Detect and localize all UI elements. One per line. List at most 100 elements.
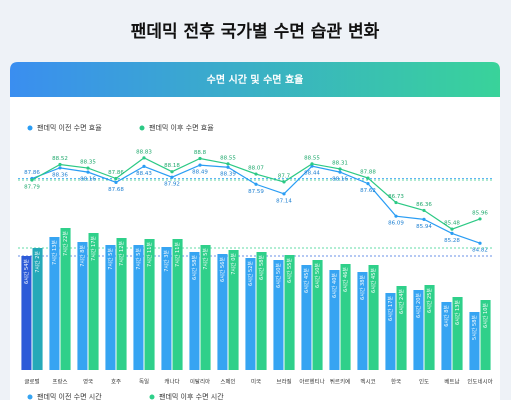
x-tick-label: 호주: [111, 379, 121, 386]
bar: [368, 265, 379, 370]
bar-label: 6시간 10분: [482, 303, 489, 328]
data-label: 88.39: [220, 172, 236, 178]
line-point: [366, 176, 370, 180]
legend-marker: [27, 125, 33, 131]
data-label: 88.83: [136, 149, 152, 155]
data-label: 88.36: [52, 172, 68, 178]
bar-label: 6시간 8분: [443, 305, 450, 327]
legend-label: 팬데믹 이전 수면 효율: [37, 123, 102, 132]
data-label: 88.49: [192, 170, 208, 176]
bar-label: 6시간 24분: [398, 289, 405, 314]
line-point: [282, 192, 286, 196]
bar-label: 7시간 5분: [107, 248, 114, 270]
data-label: 88.55: [304, 155, 320, 161]
line-point: [142, 156, 146, 160]
card-header: [10, 62, 500, 97]
bar: [312, 260, 323, 370]
bar: [21, 256, 32, 370]
data-label: 85.28: [444, 238, 460, 244]
bar: [452, 297, 463, 370]
bar: [424, 285, 435, 370]
line-point: [478, 217, 482, 221]
data-label: 88.35: [80, 160, 96, 166]
data-label: 87.62: [360, 188, 376, 194]
page-title: 팬데믹 전후 국가별 수면 습관 변화: [131, 21, 380, 42]
bar-label: 7시간 13분: [51, 240, 58, 265]
bar-label: 7시간 8분: [79, 245, 86, 267]
line-point: [450, 227, 454, 231]
line-point: [226, 162, 230, 166]
x-tick-label: 인도: [419, 379, 429, 386]
line-point: [86, 170, 90, 174]
x-tick-label: 멕시코: [360, 379, 375, 386]
bar: [245, 258, 256, 370]
x-tick-label: 글로벌: [24, 378, 39, 386]
card-title: 수면 시간 및 수면 효율: [207, 73, 304, 86]
x-tick-label: 베트남: [444, 378, 459, 386]
data-label: 88.07: [248, 166, 264, 172]
line-point: [394, 200, 398, 205]
legend-label: 팬데믹 이전 수면 시간: [37, 392, 102, 400]
data-label: 86.09: [388, 221, 404, 227]
bar: [88, 233, 99, 370]
data-label: 87.14: [276, 198, 292, 204]
x-tick-label: 독일: [139, 378, 149, 386]
line-point: [114, 180, 118, 184]
legend-marker: [139, 125, 145, 131]
bar-label: 7시간 12분: [118, 241, 125, 266]
bar: [480, 300, 491, 370]
data-label: 88.8: [194, 150, 207, 156]
line-point: [310, 162, 314, 166]
line-point: [198, 156, 202, 161]
bar: [413, 290, 424, 370]
line-point: [254, 172, 258, 176]
line-point: [114, 176, 118, 181]
data-label: 88.31: [332, 160, 348, 166]
data-label: 88.44: [304, 171, 320, 177]
bar: [357, 272, 368, 370]
bar-label: 6시간 46분: [342, 267, 349, 292]
legend-marker: [149, 394, 155, 400]
bar: [284, 255, 295, 370]
line-point: [142, 164, 146, 168]
bar-label: 7시간 3분: [163, 250, 170, 272]
bar: [60, 228, 71, 370]
x-tick-label: 튀르키예: [330, 378, 350, 386]
bar: [301, 265, 312, 370]
data-label: 88.52: [52, 156, 68, 162]
x-tick-label: 스페인: [220, 378, 235, 386]
line-point: [58, 166, 62, 170]
data-label: 87.86: [24, 170, 40, 176]
x-tick-label: 인도네시아: [467, 378, 492, 386]
bar: [469, 312, 480, 370]
line-point: [254, 182, 258, 186]
bar: [105, 245, 116, 370]
line-point: [338, 167, 342, 171]
bar-label: 6시간 50분: [314, 263, 321, 288]
bar-label: 5시간 58분: [471, 315, 478, 340]
line-point: [30, 178, 34, 182]
data-label: 86.73: [388, 194, 404, 200]
x-tick-label: 미국: [251, 378, 261, 386]
bar: [396, 286, 407, 370]
bar: [144, 239, 155, 370]
x-tick-label: 브라질: [276, 378, 291, 386]
data-label: 85.96: [472, 210, 488, 216]
x-tick-label: 이탈리아: [190, 378, 210, 386]
x-tick-label: 프랑스: [52, 379, 67, 386]
bar: [133, 245, 144, 370]
bar-label: 7시간 17분: [90, 236, 97, 261]
line-point: [422, 208, 426, 213]
bar-label: 6시간 55분: [286, 258, 293, 283]
bar-label: 6시간 45분: [370, 268, 377, 293]
legend-label: 팬데믹 이후 수면 효율: [149, 123, 214, 132]
data-label: 87.79: [24, 185, 40, 191]
line-point: [478, 241, 482, 245]
data-label: 84.82: [472, 248, 488, 254]
bar-label: 6시간 50분: [275, 263, 282, 288]
data-label: 88.18: [164, 163, 180, 169]
data-label: 86.36: [416, 202, 432, 208]
bar: [273, 260, 284, 370]
data-label: 87.92: [164, 182, 180, 188]
